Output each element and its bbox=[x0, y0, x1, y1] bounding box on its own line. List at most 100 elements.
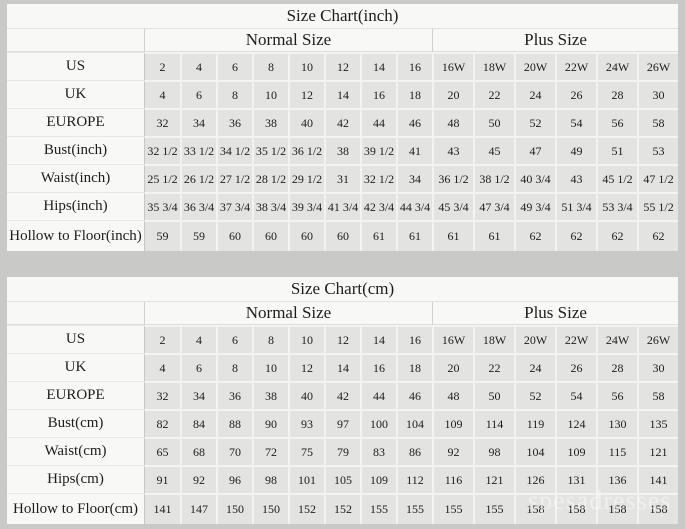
table-cell: 45 1/2 bbox=[596, 164, 637, 192]
table-cell: 45 3/4 bbox=[432, 192, 473, 220]
table-cell: 27 1/2 bbox=[216, 164, 252, 192]
table-cell: 155 bbox=[473, 493, 514, 524]
table-cell: 12 bbox=[324, 325, 360, 353]
table-cell: 104 bbox=[514, 437, 555, 465]
table-cell: 58 bbox=[637, 108, 679, 136]
table-cell: 14 bbox=[324, 80, 360, 108]
table-cell: 20 bbox=[432, 80, 473, 108]
chart-title: Size Chart(cm) bbox=[7, 277, 679, 302]
table-cell: 56 bbox=[596, 108, 637, 136]
table-cell: 92 bbox=[432, 437, 473, 465]
table-cell: 30 bbox=[637, 80, 679, 108]
table-cell: 152 bbox=[288, 493, 324, 524]
table-cell: 4 bbox=[144, 80, 180, 108]
table-cell: 8 bbox=[252, 52, 288, 80]
table-cell: 86 bbox=[396, 437, 432, 465]
table-cell: 52 bbox=[514, 381, 555, 409]
table-cell: 25 1/2 bbox=[144, 164, 180, 192]
table-cell: 10 bbox=[288, 52, 324, 80]
table-cell: 50 bbox=[473, 108, 514, 136]
table-cell: 28 bbox=[596, 353, 637, 381]
table-cell: 24 bbox=[514, 353, 555, 381]
table-row: Hollow to Floor(inch) 59 59 60 60 60 60 61 61 61 6… bbox=[7, 220, 679, 251]
table-cell: 39 1/2 bbox=[360, 136, 396, 164]
table-cell: 18W bbox=[473, 325, 514, 353]
table-cell: 26 bbox=[555, 80, 596, 108]
table-cell: 75 bbox=[288, 437, 324, 465]
table-cell: 79 bbox=[324, 437, 360, 465]
table-cell: 22W bbox=[555, 325, 596, 353]
table-cell: 32 bbox=[144, 108, 180, 136]
table-cell: 55 1/2 bbox=[637, 192, 679, 220]
table-cell: 26 bbox=[555, 353, 596, 381]
table-cell: 33 1/2 bbox=[180, 136, 216, 164]
table-row: EUROPE 32 34 36 38 40 42 44 46 48 50 52 54 56 58 bbox=[7, 381, 679, 409]
table-cell: 6 bbox=[216, 325, 252, 353]
table-cell: 45 bbox=[473, 136, 514, 164]
table-cell: 53 bbox=[637, 136, 679, 164]
table-cell: 150 bbox=[216, 493, 252, 524]
table-cell: 60 bbox=[216, 220, 252, 251]
table-row: UK 4 6 8 10 12 14 16 18 20 22 24 26 28 30 bbox=[7, 353, 679, 381]
table-cell: 72 bbox=[252, 437, 288, 465]
table-cell: 60 bbox=[288, 220, 324, 251]
table-cell: 158 bbox=[596, 493, 637, 524]
table-cell: 83 bbox=[360, 437, 396, 465]
table-cell: 14 bbox=[360, 325, 396, 353]
table-cell: 155 bbox=[396, 493, 432, 524]
table-cell: 158 bbox=[555, 493, 596, 524]
table-cell: 105 bbox=[324, 465, 360, 493]
table-row: EUROPE 32 34 36 38 40 42 44 46 48 50 52 54 56 58 bbox=[7, 108, 679, 136]
table-cell: 100 bbox=[360, 409, 396, 437]
table-cell: 109 bbox=[432, 409, 473, 437]
table-cell: 16 bbox=[360, 80, 396, 108]
table-cell: 28 1/2 bbox=[252, 164, 288, 192]
row-label: EUROPE bbox=[7, 108, 144, 136]
table-cell: 48 bbox=[432, 108, 473, 136]
table-cell: 84 bbox=[180, 409, 216, 437]
table-cell: 29 1/2 bbox=[288, 164, 324, 192]
column-group-label: Plus Size bbox=[432, 302, 679, 325]
table-cell: 155 bbox=[432, 493, 473, 524]
column-group-label: Plus Size bbox=[432, 29, 679, 52]
table-cell: 152 bbox=[324, 493, 360, 524]
table-cell: 47 1/2 bbox=[637, 164, 679, 192]
table-cell: 32 1/2 bbox=[360, 164, 396, 192]
table-cell: 47 3/4 bbox=[473, 192, 514, 220]
table-cell: 6 bbox=[180, 353, 216, 381]
corner-cell bbox=[7, 29, 144, 52]
table-cell: 61 bbox=[360, 220, 396, 251]
table-cell: 158 bbox=[514, 493, 555, 524]
table-cell: 36 1/2 bbox=[288, 136, 324, 164]
row-label: UK bbox=[7, 80, 144, 108]
table-cell: 44 bbox=[360, 108, 396, 136]
table-cell: 38 bbox=[252, 108, 288, 136]
table-cell: 141 bbox=[144, 493, 180, 524]
table-cell: 35 1/2 bbox=[252, 136, 288, 164]
table-cell: 54 bbox=[555, 108, 596, 136]
table-row: Hips(inch) 35 3/4 36 3/4 37 3/4 38 3/4 39 3/4… bbox=[7, 192, 679, 220]
table-row: Hollow to Floor(cm) 141 147 150 150 152 152 155… bbox=[7, 493, 679, 524]
table-cell: 24 bbox=[514, 80, 555, 108]
table-cell: 20 bbox=[432, 353, 473, 381]
table-cell: 36 3/4 bbox=[180, 192, 216, 220]
table-cell: 34 bbox=[396, 164, 432, 192]
table-cell: 6 bbox=[180, 80, 216, 108]
column-group-label: Normal Size bbox=[144, 302, 432, 325]
table-cell: 101 bbox=[288, 465, 324, 493]
table-cell: 2 bbox=[144, 325, 180, 353]
size-table-inch: Size Chart(inch) Normal Size Plus Size US 2 4… bbox=[7, 4, 679, 251]
table-cell: 16 bbox=[396, 325, 432, 353]
table-cell: 62 bbox=[555, 220, 596, 251]
size-table-cm: Size Chart(cm) Normal Size Plus Size US 2 4 6 8… bbox=[7, 277, 679, 524]
table-cell: 34 bbox=[180, 381, 216, 409]
table-cell: 58 bbox=[637, 381, 679, 409]
table-cell: 97 bbox=[324, 409, 360, 437]
corner-cell bbox=[7, 302, 144, 325]
table-row: UK 4 6 8 10 12 14 16 18 20 22 24 26 28 30 bbox=[7, 80, 679, 108]
table-cell: 155 bbox=[360, 493, 396, 524]
table-cell: 30 bbox=[637, 353, 679, 381]
table-cell: 61 bbox=[473, 220, 514, 251]
table-cell: 150 bbox=[252, 493, 288, 524]
